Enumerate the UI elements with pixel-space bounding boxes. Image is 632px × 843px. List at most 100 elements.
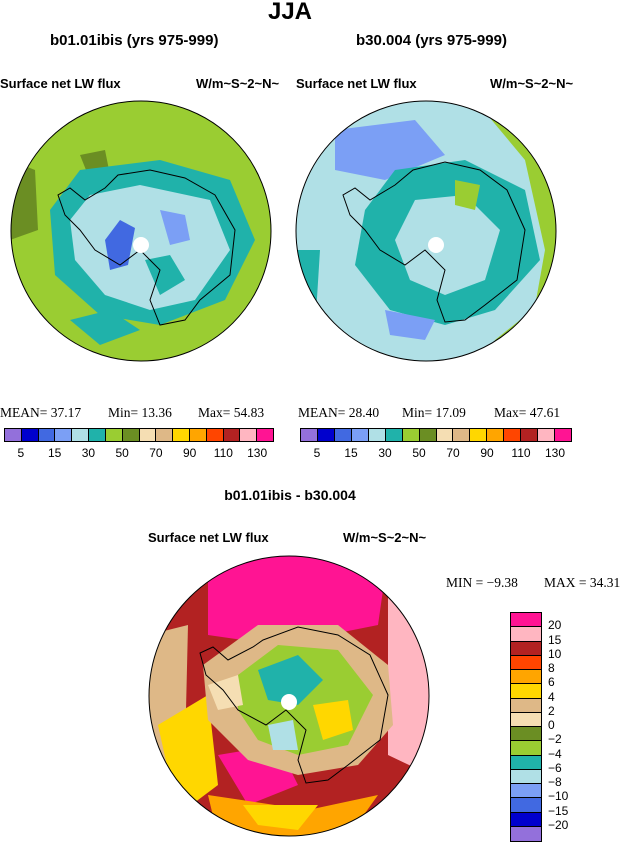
- colorbar-swatch: [334, 429, 352, 441]
- colorbar-tick-label: 6: [548, 675, 555, 690]
- colorbar-swatch: [206, 429, 224, 441]
- panel1-max: Max= 54.83: [198, 405, 265, 420]
- colorbar-swatch: [156, 429, 174, 441]
- colorbar-panel2: [300, 428, 572, 442]
- colorbar-tick-label: 70: [446, 446, 460, 460]
- colorbar-swatch: [72, 429, 90, 441]
- colorbar-tick-label: 5: [313, 446, 321, 460]
- colorbar-swatch: [38, 429, 56, 441]
- colorbar-swatch: [89, 429, 106, 441]
- panel2-mean: MEAN= 28.40: [298, 405, 380, 420]
- colorbar-tick-label: 90: [182, 446, 197, 460]
- colorbar-swatch: [504, 429, 522, 441]
- colorbar-swatch: [436, 429, 454, 441]
- colorbar-tick-label: 90: [480, 446, 494, 460]
- colorbar-tick-label: 15: [47, 446, 62, 460]
- panel1-units: W/m~S~2~N~: [196, 76, 280, 91]
- colorbar-swatch: [511, 641, 541, 656]
- colorbar-tick-label: −6: [548, 760, 562, 775]
- colorbar-swatch: [538, 429, 556, 441]
- colorbar-tick-label: −4: [548, 746, 562, 761]
- colorbar-tick-label: 5: [17, 446, 25, 460]
- diff-min: MIN = −9.38: [446, 575, 518, 590]
- colorbar-swatch: [511, 670, 541, 685]
- colorbar-tick-label: 70: [149, 446, 163, 460]
- colorbar-swatch: [301, 429, 318, 441]
- colorbar-swatch: [385, 429, 403, 441]
- colorbar-swatch: [470, 429, 488, 441]
- colorbar-swatch: [511, 741, 541, 756]
- colorbar-swatch: [453, 429, 471, 441]
- colorbar-swatch: [511, 655, 541, 670]
- colorbar-swatch: [511, 698, 541, 713]
- main-title: JJA: [267, 0, 313, 25]
- colorbar-swatch: [511, 755, 541, 770]
- colorbar-swatch: [368, 429, 386, 441]
- colorbar-swatch: [257, 429, 273, 441]
- colorbar-swatch: [419, 429, 437, 441]
- map-diff: [148, 555, 430, 837]
- colorbar-swatch: [511, 812, 541, 827]
- panel1-min: Min= 13.36: [108, 405, 172, 420]
- colorbar-tick-label: 30: [378, 446, 392, 460]
- panel2-min: Min= 17.09: [402, 405, 466, 420]
- colorbar-swatch: [511, 826, 541, 841]
- colorbar-tick-label: 130: [247, 446, 268, 460]
- colorbar-tick-label: 4: [548, 689, 555, 704]
- colorbar-swatch: [511, 627, 541, 642]
- panel1-variable: Surface net LW flux: [0, 76, 121, 91]
- colorbar-tick-label: 50: [412, 446, 426, 460]
- colorbar-tick-label: 2: [548, 703, 555, 718]
- colorbar-swatch: [511, 712, 541, 727]
- colorbar-swatch: [487, 429, 505, 441]
- diff-variable: Surface net LW flux: [148, 530, 269, 545]
- colorbar-tick-label: 15: [548, 632, 562, 647]
- panel1-case-title: b01.01ibis (yrs 975-999): [50, 32, 219, 49]
- diff-max: MAX = 34.31: [544, 575, 621, 590]
- colorbar-tick-label: 110: [511, 446, 531, 460]
- colorbar-tick-label: −15: [548, 803, 569, 818]
- colorbar-swatch: [317, 429, 335, 441]
- colorbar-swatch: [511, 613, 541, 628]
- diff-units: W/m~S~2~N~: [343, 530, 427, 545]
- panel2-variable: Surface net LW flux: [296, 76, 417, 91]
- colorbar-swatch: [55, 429, 73, 441]
- colorbar-swatch: [402, 429, 420, 441]
- colorbar-swatch: [555, 429, 571, 441]
- diff-title: b01.01ibis - b30.004: [224, 487, 356, 503]
- colorbar-swatch: [223, 429, 241, 441]
- panel2-max: Max= 47.61: [494, 405, 561, 420]
- panel1-mean: MEAN= 37.17: [0, 405, 82, 420]
- colorbar-swatch: [511, 784, 541, 799]
- colorbar-tick-label: 8: [548, 661, 555, 675]
- colorbar-swatch: [521, 429, 539, 441]
- colorbar-tick-label: 50: [115, 446, 129, 460]
- colorbar-swatch: [240, 429, 258, 441]
- colorbar-tick-label: 15: [344, 446, 358, 460]
- colorbar-diff: [510, 612, 542, 842]
- colorbar-swatch: [511, 727, 541, 742]
- panel2-units: W/m~S~2~N~: [490, 76, 574, 91]
- colorbar-swatch: [511, 684, 541, 699]
- colorbar-tick-label: 110: [213, 446, 233, 460]
- colorbar-tick-label: 130: [544, 446, 566, 460]
- colorbar-tick-label: −2: [548, 732, 562, 747]
- colorbar-swatch: [105, 429, 123, 441]
- colorbar-swatch: [189, 429, 207, 441]
- colorbar-tick-label: −10: [548, 789, 569, 804]
- colorbar-tick-label: 10: [548, 646, 562, 661]
- colorbar-swatch: [511, 769, 541, 784]
- colorbar-tick-label: −20: [548, 817, 569, 832]
- colorbar-swatch: [511, 798, 541, 813]
- colorbar-tick-label: −8: [548, 775, 562, 789]
- colorbar-swatch: [139, 429, 157, 441]
- colorbar-panel1: [4, 428, 274, 442]
- colorbar-tick-label: 30: [81, 446, 96, 460]
- colorbar-swatch: [173, 429, 190, 441]
- colorbar-swatch: [5, 429, 22, 441]
- colorbar-swatch: [122, 429, 140, 441]
- map-panel1: [10, 100, 272, 362]
- map-panel2: [295, 100, 557, 362]
- colorbar-tick-label: 0: [548, 718, 555, 732]
- colorbar-swatch: [351, 429, 369, 441]
